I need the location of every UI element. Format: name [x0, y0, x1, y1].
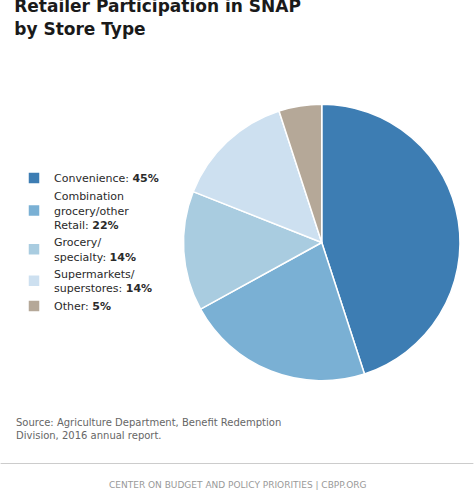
- svg-text:CENTER ON BUDGET AND POLICY PR: CENTER ON BUDGET AND POLICY PRIORITIES |…: [109, 480, 366, 490]
- svg-text:Supermarkets/superstores: 14%: Supermarkets/superstores: 14%: [54, 268, 152, 295]
- svg-text:Other: 5%: Other: 5%: [54, 300, 111, 313]
- svg-text:Convenience: 45%: Convenience: 45%: [54, 172, 159, 185]
- svg-text:Combinationgrocery/otherRetail: Combinationgrocery/otherRetail: 22%: [54, 190, 129, 232]
- svg-text:Retailer Participation in SNAP: Retailer Participation in SNAPby Store T…: [14, 0, 301, 39]
- svg-text:Source: Agriculture Department: Source: Agriculture Department, Benefit …: [16, 417, 281, 441]
- svg-text:Grocery/specialty: 14%: Grocery/specialty: 14%: [54, 236, 136, 263]
